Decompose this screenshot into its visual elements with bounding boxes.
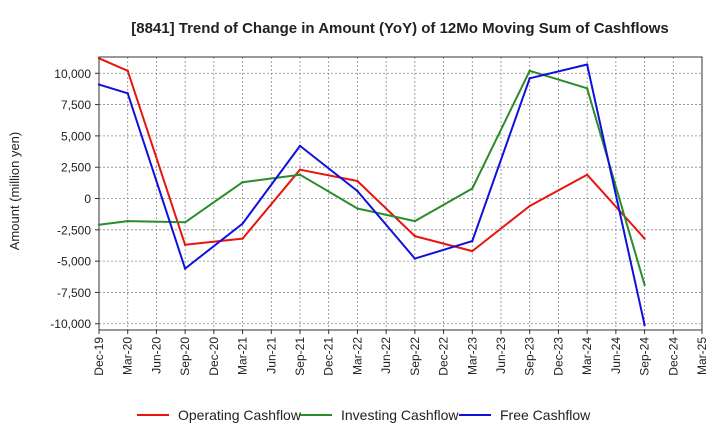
y-tick-label: -7,500 <box>57 286 91 300</box>
operating-cashflow-point <box>413 234 417 238</box>
free-cashflow-point <box>298 144 302 148</box>
y-tick-label: 0 <box>84 192 91 206</box>
x-tick-label: Sep-23 <box>523 337 537 376</box>
free-cashflow-point <box>471 239 474 243</box>
y-tick-label: -10,000 <box>50 317 91 331</box>
free-cashflow-point <box>356 189 359 193</box>
free-cashflow-point <box>643 323 646 327</box>
operating-cashflow-point <box>643 237 646 240</box>
investing-cashflow-point <box>97 223 101 227</box>
plot-frame <box>98 56 703 331</box>
y-tick-label: -5,000 <box>57 255 91 269</box>
legend: Operating Cashflow Investing Cashflow Free… <box>137 407 591 423</box>
legend-label-operating-cashflow: Operating Cashflow <box>178 407 302 423</box>
legend-label-investing-cashflow: Investing Cashflow <box>341 407 459 423</box>
x-tick-label: Mar-22 <box>350 337 364 375</box>
free-cashflow-point <box>585 63 589 66</box>
operating-cashflow-point <box>298 168 302 171</box>
x-tick-label: Mar-20 <box>121 337 135 375</box>
free-cashflow-point <box>126 92 129 95</box>
operating-cashflow-point <box>528 204 531 208</box>
plot-background <box>99 57 702 330</box>
investing-cashflow-point <box>413 219 417 223</box>
investing-cashflow-point <box>356 207 359 210</box>
x-tick-label: Jun-22 <box>379 337 393 374</box>
investing-cashflow-point <box>585 87 589 90</box>
operating-cashflow-point <box>241 237 244 240</box>
operating-cashflow-point <box>471 249 474 253</box>
x-tick-label: Dec-20 <box>207 337 221 376</box>
investing-cashflow-point <box>183 221 187 224</box>
operating-cashflow-point <box>356 179 359 183</box>
x-tick-label: Sep-21 <box>293 337 307 376</box>
investing-cashflow-point <box>126 219 129 223</box>
y-tick-label: -2,500 <box>57 223 91 237</box>
operating-cashflow-point <box>585 173 589 176</box>
free-cashflow-point <box>413 257 417 260</box>
axes: 10,000 7,500 5,000 2,500 0 -2,500 -5,000 -7,500… <box>50 56 709 376</box>
x-tick-label: Jun-24 <box>609 337 623 374</box>
legend-label-free-cashflow: Free Cashflow <box>500 407 591 423</box>
investing-cashflow-point <box>643 283 646 287</box>
x-tick-label: Dec-21 <box>322 337 336 376</box>
x-tick-label: Dec-24 <box>666 337 680 376</box>
free-cashflow-point <box>528 77 531 80</box>
x-tick-label: Mar-25 <box>695 337 709 375</box>
operating-cashflow-point <box>97 57 101 60</box>
x-tick-label: Dec-19 <box>92 337 106 376</box>
x-tick-label: Jun-20 <box>149 337 163 374</box>
y-tick-label: 5,000 <box>61 129 91 143</box>
x-tick-label: Dec-23 <box>551 337 565 376</box>
investing-cashflow-point <box>298 173 302 176</box>
y-tick-label: 2,500 <box>61 161 91 175</box>
series-layer <box>97 57 646 327</box>
x-tick-label: Dec-22 <box>437 337 451 376</box>
free-cashflow-point <box>241 222 244 225</box>
x-tick-label: Mar-24 <box>580 337 594 375</box>
investing-cashflow-point <box>528 69 531 72</box>
x-tick-label: Sep-24 <box>638 337 652 376</box>
y-tick-label: 7,500 <box>61 98 91 112</box>
chart-title: [8841] Trend of Change in Amount (YoY) o… <box>131 20 669 37</box>
x-tick-label: Sep-20 <box>178 337 192 376</box>
x-tick-label: Jun-23 <box>494 337 508 374</box>
investing-cashflow-point <box>471 187 474 190</box>
x-tick-label: Mar-23 <box>465 337 479 375</box>
y-axis-label: Amount (million yen) <box>7 132 22 251</box>
plot-area <box>99 57 702 330</box>
investing-cashflow-point <box>241 181 244 184</box>
x-tick-label: Sep-22 <box>408 337 422 376</box>
x-tick-label: Jun-21 <box>264 337 278 374</box>
free-cashflow-point <box>97 83 101 86</box>
y-tick-label: 10,000 <box>54 67 91 81</box>
x-tick-label: Mar-21 <box>236 337 250 375</box>
operating-cashflow-point <box>183 243 187 247</box>
free-cashflow-point <box>183 267 187 270</box>
operating-cashflow-point <box>126 69 129 72</box>
